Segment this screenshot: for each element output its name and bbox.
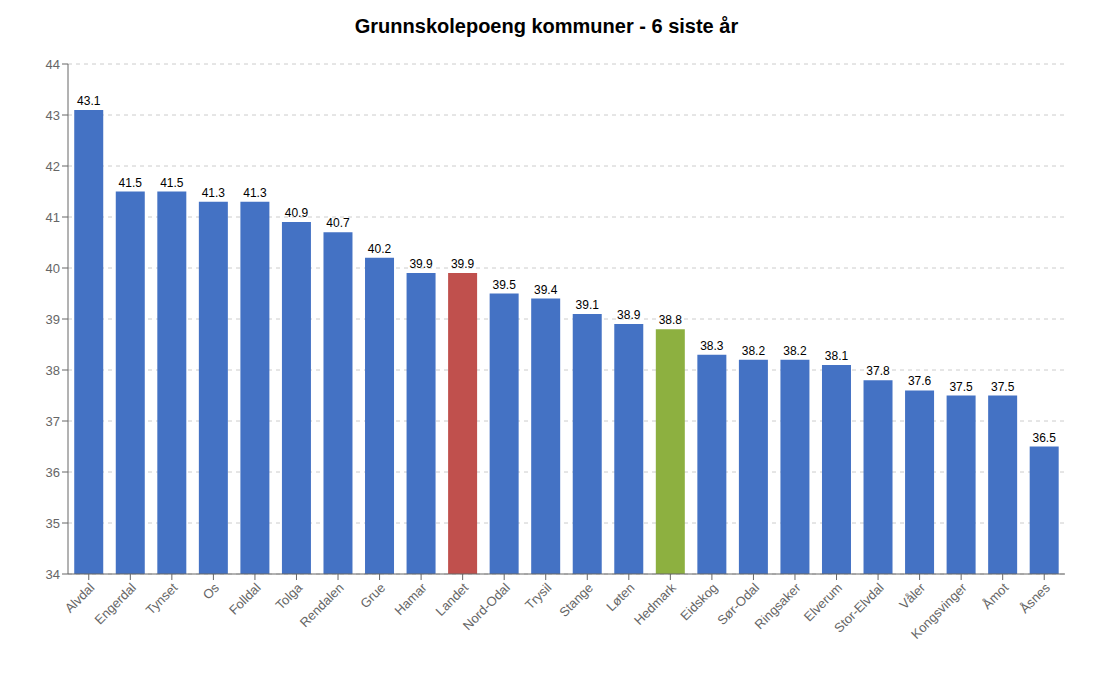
svg-text:41.5: 41.5 <box>160 176 184 190</box>
svg-text:41: 41 <box>46 210 60 225</box>
svg-text:Trysil: Trysil <box>522 580 554 612</box>
svg-text:36.5: 36.5 <box>1033 431 1057 445</box>
svg-text:39.5: 39.5 <box>492 278 516 292</box>
svg-text:37.6: 37.6 <box>908 374 932 388</box>
svg-text:37.5: 37.5 <box>991 380 1015 394</box>
svg-text:42: 42 <box>46 159 60 174</box>
svg-text:37.5: 37.5 <box>949 380 973 394</box>
svg-text:Engerdal: Engerdal <box>92 580 139 627</box>
svg-text:43.1: 43.1 <box>77 94 101 108</box>
svg-text:Åsnes: Åsnes <box>1017 580 1054 617</box>
svg-text:Hamar: Hamar <box>392 580 431 619</box>
svg-text:38.3: 38.3 <box>700 339 724 353</box>
svg-text:41.5: 41.5 <box>119 176 143 190</box>
html-text:Grunnskolepoeng kommuner - 6 s: Grunnskolepoeng kommuner - 6 siste år <box>354 15 739 37</box>
svg-text:35: 35 <box>46 516 60 531</box>
svg-text:Stange: Stange <box>556 580 596 620</box>
svg-text:Hedmark: Hedmark <box>631 580 679 628</box>
svg-text:40.9: 40.9 <box>285 206 309 220</box>
svg-text:34: 34 <box>46 567 60 582</box>
svg-text:Tynset: Tynset <box>143 580 181 618</box>
svg-text:38: 38 <box>46 363 60 378</box>
svg-text:38.1: 38.1 <box>825 349 849 363</box>
svg-text:41.3: 41.3 <box>243 186 267 200</box>
svg-text:Åmot: Åmot <box>979 580 1011 612</box>
svg-text:Elverum: Elverum <box>800 580 846 625</box>
svg-text:36: 36 <box>46 465 60 480</box>
svg-text:40.2: 40.2 <box>368 242 392 256</box>
svg-text:38.8: 38.8 <box>659 313 683 327</box>
svg-text:Grue: Grue <box>357 580 388 611</box>
svg-text:40: 40 <box>46 261 60 276</box>
svg-text:Stor-Elvdal: Stor-Elvdal <box>831 580 887 636</box>
svg-text:Tolga: Tolga <box>273 579 306 612</box>
svg-text:39.4: 39.4 <box>534 283 558 297</box>
svg-text:41.3: 41.3 <box>202 186 226 200</box>
svg-text:Rendalen: Rendalen <box>297 580 347 630</box>
svg-text:Landet: Landet <box>433 580 472 619</box>
svg-text:Os: Os <box>200 580 223 603</box>
svg-text:Eidskog: Eidskog <box>677 580 721 624</box>
svg-text:40.7: 40.7 <box>326 216 350 230</box>
svg-text:43: 43 <box>46 108 60 123</box>
svg-text:37.8: 37.8 <box>866 364 890 378</box>
svg-text:37: 37 <box>46 414 60 429</box>
svg-text:39.1: 39.1 <box>576 298 600 312</box>
svg-text:38.9: 38.9 <box>617 308 641 322</box>
svg-text:Løten: Løten <box>603 580 637 614</box>
svg-text:39.9: 39.9 <box>409 257 433 271</box>
svg-text:39: 39 <box>46 312 60 327</box>
svg-text:38.2: 38.2 <box>742 344 766 358</box>
svg-text:Kongsvinger: Kongsvinger <box>908 580 970 642</box>
svg-text:Våler: Våler <box>896 580 929 613</box>
svg-text:39.9: 39.9 <box>451 257 475 271</box>
svg-text:44: 44 <box>46 57 60 72</box>
svg-text:Nord-Odal: Nord-Odal <box>460 580 513 633</box>
svg-text:Ringsaker: Ringsaker <box>752 580 804 632</box>
svg-text:Folldal: Folldal <box>226 580 264 618</box>
svg-text:38.2: 38.2 <box>783 344 807 358</box>
svg-text:Alvdal: Alvdal <box>62 580 98 616</box>
svg-text:Sør-Odal: Sør-Odal <box>714 580 763 628</box>
